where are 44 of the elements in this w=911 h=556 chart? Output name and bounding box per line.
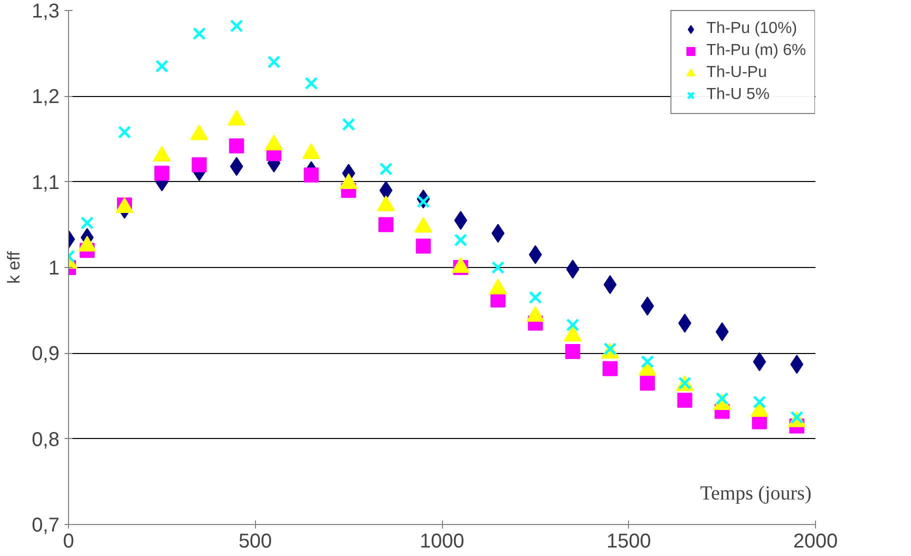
point: [640, 355, 654, 368]
legend-label: Th-Pu (m) 6%: [706, 42, 806, 60]
point: [155, 60, 168, 73]
point: [304, 167, 319, 182]
point: [416, 238, 431, 254]
x-tick-label: 1000: [420, 530, 464, 552]
y-axis-title: k eff: [4, 251, 24, 284]
point: [379, 162, 393, 176]
point: [677, 392, 692, 408]
point: [230, 19, 244, 32]
point: [304, 76, 318, 90]
x-tick-label: 1500: [606, 530, 652, 552]
x-tick-label: 500: [238, 530, 272, 552]
y-tick-label: 0,7: [32, 514, 60, 536]
point: [192, 157, 207, 172]
point: [640, 376, 655, 391]
point: [229, 138, 244, 154]
point: [267, 55, 280, 68]
y-tick-label: 1,3: [32, 0, 60, 22]
y-tick-label: 1,1: [32, 172, 60, 194]
point: [566, 318, 580, 332]
point: [528, 290, 542, 304]
point: [565, 344, 580, 359]
point: [342, 118, 356, 131]
point: [118, 126, 132, 139]
point: [491, 260, 505, 274]
y-tick-label: 0,8: [32, 428, 60, 451]
x-tick-label: 0: [62, 530, 74, 552]
point: [154, 166, 170, 181]
legend-label: Th-Pu (10%): [706, 20, 798, 38]
point: [454, 234, 468, 247]
y-tick-label: 1,2: [32, 86, 60, 108]
legend-label: Th-U-Pu: [706, 64, 767, 82]
x-tick-label: 2000: [793, 530, 838, 552]
point: [416, 194, 430, 208]
point: [378, 217, 394, 232]
point: [80, 216, 94, 230]
point: [602, 361, 618, 376]
point: [752, 395, 766, 409]
y-tick-label: 0,9: [32, 343, 60, 366]
y-tick-label: 1: [48, 258, 60, 280]
point: [192, 27, 206, 40]
legend-label: Th-U 5%: [706, 86, 770, 104]
x-axis-title: Temps (jours): [700, 482, 812, 504]
